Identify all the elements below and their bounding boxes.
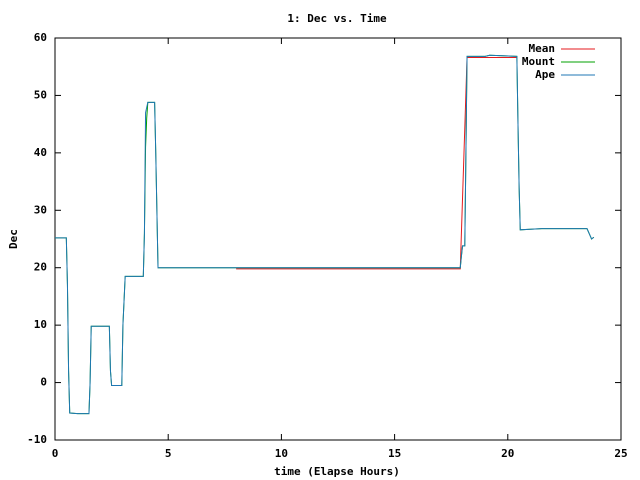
y-tick-label: 0 xyxy=(40,376,47,389)
x-tick-label: 0 xyxy=(52,447,59,460)
y-tick-label: 30 xyxy=(34,203,47,216)
x-tick-label: 25 xyxy=(614,447,627,460)
y-tick-label: 10 xyxy=(34,318,47,331)
y-tick-label: 20 xyxy=(34,261,47,274)
legend-label: Ape xyxy=(535,68,555,81)
y-tick-label: -10 xyxy=(27,433,47,446)
y-axis-label: Dec xyxy=(7,229,20,249)
y-tick-label: 60 xyxy=(34,31,47,44)
series-line xyxy=(55,54,595,415)
x-tick-label: 20 xyxy=(501,447,514,460)
y-tick-label: 40 xyxy=(34,146,47,159)
plot-border xyxy=(54,37,622,441)
x-tick-label: 15 xyxy=(388,447,401,460)
chart-title: 1: Dec vs. Time xyxy=(287,12,387,25)
legend-label: Mount xyxy=(522,55,555,68)
x-tick-label: 5 xyxy=(165,447,172,460)
x-axis-label: time (Elapse Hours) xyxy=(274,465,400,478)
x-tick-label: 10 xyxy=(275,447,288,460)
legend-label: Mean xyxy=(529,42,556,55)
series-line xyxy=(236,57,517,270)
series-line xyxy=(55,54,595,415)
y-tick-label: 50 xyxy=(34,88,47,101)
